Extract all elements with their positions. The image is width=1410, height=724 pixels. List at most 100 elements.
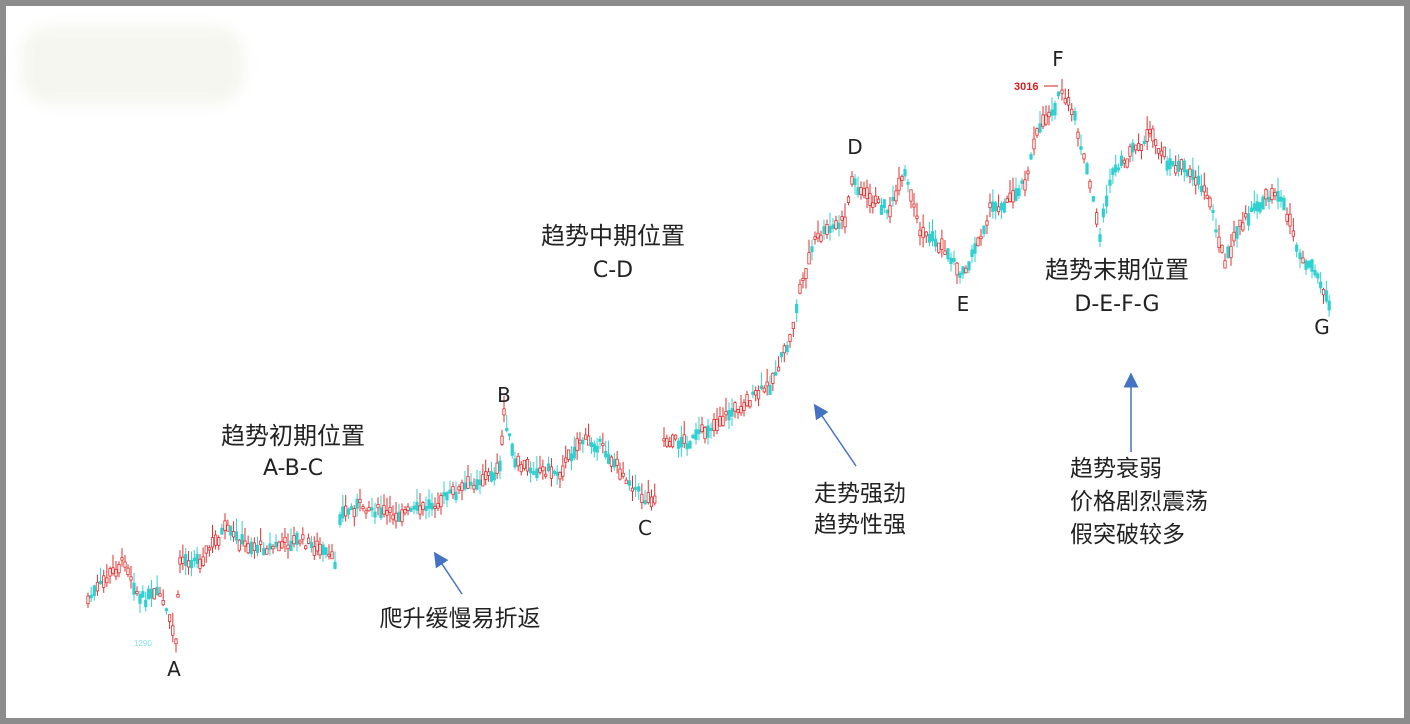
candle-body (500, 435, 504, 445)
candle-body (510, 443, 514, 456)
candle-body (558, 472, 562, 480)
candle-body (831, 224, 835, 229)
candle-body (174, 638, 178, 645)
candle-body (249, 541, 253, 555)
candle-body (1154, 139, 1158, 147)
candle-body (1063, 98, 1067, 104)
candle-body (915, 215, 919, 219)
candle-body (448, 489, 452, 494)
candle-body (138, 594, 142, 604)
candle-body (286, 544, 290, 550)
candle-body (1002, 201, 1006, 213)
candle-body (207, 547, 211, 551)
candle-body (715, 418, 719, 431)
candle-body (198, 558, 202, 569)
candle-body (442, 492, 446, 497)
candle-body (1162, 146, 1166, 158)
candle-body (403, 509, 407, 514)
candle-body (167, 614, 172, 622)
point-label-f: F (1052, 47, 1064, 71)
candle-body (1194, 177, 1198, 186)
candle-body (415, 501, 419, 511)
candle-body (192, 557, 196, 562)
candle-body (495, 462, 499, 474)
candle-body (774, 371, 778, 376)
candle-body (859, 187, 863, 195)
candle-body (397, 511, 401, 522)
candle-body (382, 504, 386, 515)
candle-body (1282, 197, 1286, 211)
candle-body (361, 506, 365, 509)
candle-body (891, 197, 895, 202)
candle-body (1041, 114, 1045, 127)
candle-body (277, 541, 281, 552)
candle-body (924, 231, 928, 237)
candle-body (1005, 198, 1009, 203)
candle-body (1111, 168, 1115, 176)
candle-body (132, 582, 136, 595)
candle-body (688, 440, 692, 449)
candle-body (1151, 128, 1155, 142)
candle-body (822, 226, 826, 235)
candle-body (1295, 244, 1299, 252)
candle-body (662, 438, 666, 442)
candle-body (810, 246, 814, 253)
candle-body (505, 427, 509, 432)
candle-body (315, 540, 319, 552)
candle-body (1060, 89, 1064, 94)
candle-body (1196, 175, 1201, 185)
candle-body (813, 236, 817, 240)
candle-body (1073, 111, 1077, 121)
candle-body (1313, 269, 1317, 276)
candle-body (412, 505, 416, 510)
candle-body (486, 471, 491, 476)
candle-body (643, 500, 647, 505)
candle-body (598, 438, 602, 442)
candle-body (433, 505, 437, 509)
candle-body (709, 428, 713, 432)
candle-body (1014, 188, 1018, 201)
candle-body (1008, 192, 1012, 203)
candle-body (682, 434, 686, 444)
candle-body (1070, 108, 1074, 116)
candle-body (330, 551, 334, 560)
candle-body (394, 512, 398, 522)
candle-body (671, 434, 675, 448)
candle-body (466, 476, 470, 489)
candle-body (309, 541, 314, 548)
candle-body (612, 459, 616, 468)
candle-body (804, 268, 808, 280)
candle-body (144, 599, 148, 608)
candle-body (1214, 229, 1218, 233)
candle-body (546, 463, 551, 472)
note-early-line1: 爬升缓慢易折返 (380, 606, 541, 632)
candle-body (259, 540, 263, 545)
candle-body (1017, 188, 1021, 197)
candle-body (888, 205, 892, 218)
candle-body (601, 443, 605, 447)
candle-body (1188, 168, 1192, 177)
candle-body (352, 508, 356, 518)
candle-body (469, 481, 473, 486)
candle-body (930, 231, 935, 242)
candle-body (158, 593, 162, 597)
candle-body (912, 203, 916, 208)
candle-body (149, 588, 154, 599)
candle-body (155, 586, 159, 596)
candle-body (89, 594, 93, 599)
candle-body (525, 459, 530, 472)
candle-body (1085, 163, 1089, 175)
candle-body (561, 465, 565, 477)
candle-body (489, 471, 494, 482)
candle-body (92, 585, 96, 597)
note-mid-line1: 走势强劲 (814, 481, 906, 507)
candle-body (592, 443, 596, 452)
candle-body (111, 567, 115, 574)
candle-body (231, 531, 236, 538)
candle-body (937, 242, 941, 253)
candle-body (1223, 260, 1227, 269)
candle-body (184, 554, 188, 566)
candle-body (379, 507, 383, 519)
candle-body (516, 455, 520, 467)
candle-body (1171, 161, 1175, 166)
